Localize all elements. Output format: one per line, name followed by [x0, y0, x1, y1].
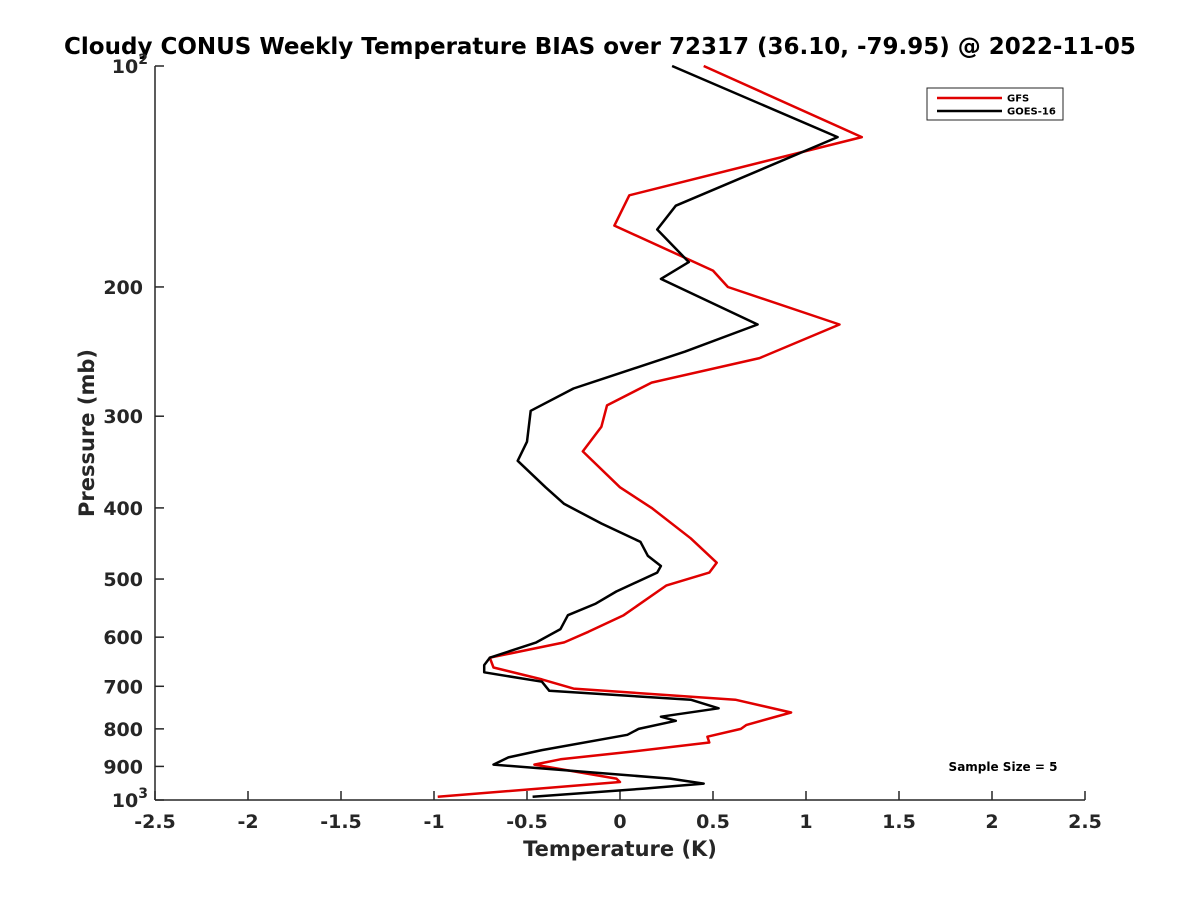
y-axis-label: Pressure (mb)	[75, 349, 99, 517]
x-tick-label: 0.5	[696, 811, 730, 833]
x-tick-label: -1.5	[320, 811, 362, 833]
chart-title: Cloudy CONUS Weekly Temperature BIAS ove…	[64, 34, 1136, 60]
x-tick-label: 2	[985, 811, 998, 833]
x-tick-label: 0	[613, 811, 626, 833]
y-tick-label: 300	[103, 406, 143, 428]
y-tick-label: 900	[103, 756, 143, 778]
y-tick-label: 800	[103, 719, 143, 741]
x-tick-label: -2.5	[134, 811, 176, 833]
legend-box	[926, 87, 1064, 121]
y-tick-label-power: 102	[112, 52, 148, 78]
x-axis-label: Temperature (K)	[523, 837, 717, 861]
sample-size-annotation: Sample Size = 5	[949, 760, 1058, 774]
y-tick-label: 700	[103, 676, 143, 698]
y-axis-ticks: 102 200 300 400 500 600 700 800 900 103	[103, 52, 164, 812]
y-tick-label: 500	[103, 569, 143, 591]
y-tick-label: 200	[103, 277, 143, 299]
series-lines	[437, 64, 864, 799]
x-tick-label: -0.5	[506, 811, 548, 833]
x-tick-label: 2.5	[1068, 811, 1102, 833]
legend-label-goes-16: GOES-16	[1007, 107, 1056, 118]
x-tick-label: 1	[799, 811, 812, 833]
series-line-gfs	[437, 64, 864, 799]
y-tick-label: 600	[103, 627, 143, 649]
x-tick-label: -2	[237, 811, 258, 833]
plot-axes	[154, 66, 1085, 801]
y-tick-label-power: 103	[112, 786, 148, 812]
x-axis-ticks: -2.5 -2 -1.5 -1 -0.5 0 0.5 1 1.5 2 2.5	[134, 791, 1102, 833]
x-tick-label: -1	[423, 811, 444, 833]
x-tick-label: 1.5	[882, 811, 916, 833]
legend: GFS GOES-16	[926, 87, 1064, 121]
series-line-goes-16	[482, 64, 839, 799]
y-tick-label: 400	[103, 498, 143, 520]
legend-label-gfs: GFS	[1007, 94, 1029, 105]
